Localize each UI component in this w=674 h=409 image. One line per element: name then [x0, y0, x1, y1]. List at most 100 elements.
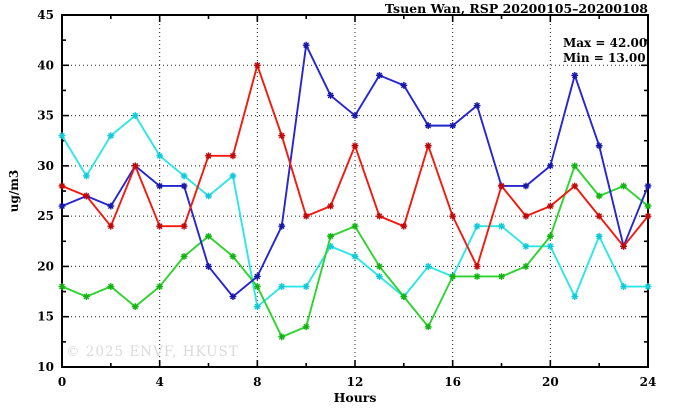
marker-blue [107, 202, 115, 210]
y-tick-label: 25 [37, 209, 54, 223]
marker-red [156, 222, 164, 230]
marker-cyan [595, 232, 603, 240]
marker-blue [327, 92, 334, 99]
marker-cyan [131, 112, 139, 119]
marker-red [498, 182, 505, 190]
marker-red [620, 242, 627, 250]
marker-blue [156, 182, 164, 190]
marker-blue [278, 222, 286, 230]
marker-cyan [473, 222, 481, 230]
marker-red [449, 212, 457, 220]
marker-green [180, 252, 188, 260]
marker-blue [229, 293, 237, 300]
marker-cyan [546, 242, 554, 250]
marker-cyan [376, 273, 383, 280]
marker-red [473, 263, 481, 270]
marker-cyan [644, 283, 652, 290]
marker-cyan [58, 132, 66, 140]
marker-red [522, 212, 530, 220]
chart-title: Tsuen Wan, RSP 20200105–20200108 [384, 1, 648, 16]
marker-blue [400, 82, 408, 89]
marker-green [473, 273, 481, 280]
marker-blue [376, 71, 383, 79]
marker-green [424, 323, 432, 331]
marker-red [327, 202, 334, 210]
marker-green [449, 273, 457, 280]
marker-cyan [351, 252, 359, 260]
x-tick-label: 16 [444, 375, 461, 389]
min-value-label: Min = 13.00 [563, 51, 646, 65]
plot-border [61, 14, 649, 368]
x-tick-label: 4 [155, 375, 163, 389]
max-min-annotation: Max = 42.00 Min = 13.00 [563, 36, 647, 66]
marker-cyan [107, 132, 115, 140]
marker-green [107, 283, 115, 290]
marker-red [302, 212, 310, 220]
marker-blue [180, 182, 188, 190]
marker-blue [571, 71, 579, 79]
y-tick-label: 40 [37, 58, 54, 72]
marker-cyan [156, 152, 164, 160]
marker-blue [644, 182, 652, 190]
marker-red [644, 212, 652, 220]
marker-red [107, 222, 115, 230]
marker-green [156, 283, 164, 290]
marker-red [351, 142, 359, 150]
marker-cyan [229, 172, 237, 180]
marker-red [424, 142, 432, 150]
marker-cyan [180, 172, 188, 180]
marker-red [180, 222, 188, 230]
y-tick-label: 35 [37, 109, 54, 123]
x-tick-label: 24 [640, 375, 657, 389]
marker-cyan [83, 172, 90, 180]
marker-cyan [620, 283, 627, 290]
marker-green [498, 273, 505, 280]
marker-cyan [278, 283, 286, 290]
marker-cyan [205, 192, 212, 200]
x-tick-label: 20 [542, 375, 559, 389]
marker-green [546, 232, 554, 240]
marker-green [400, 293, 408, 300]
marker-red [595, 212, 603, 220]
marker-blue [424, 122, 432, 130]
y-axis-label: ug/m3 [7, 169, 21, 213]
marker-red [253, 61, 261, 69]
marker-blue [58, 202, 66, 210]
x-tick-label: 0 [58, 375, 66, 389]
marker-green [595, 192, 603, 200]
marker-red [546, 202, 554, 210]
marker-blue [595, 142, 603, 150]
marker-blue [546, 162, 554, 170]
marker-green [351, 222, 359, 230]
marker-blue [302, 41, 310, 49]
marker-cyan [253, 303, 261, 311]
marker-blue [205, 263, 212, 270]
marker-red [571, 182, 579, 190]
marker-red [400, 222, 408, 230]
marker-cyan [522, 242, 530, 250]
marker-green [644, 202, 652, 210]
marker-red [83, 192, 90, 200]
marker-cyan [302, 283, 310, 290]
marker-red [58, 182, 66, 190]
x-axis-label: Hours [333, 390, 377, 405]
y-tick-label: 45 [37, 8, 54, 22]
marker-green [376, 263, 383, 270]
marker-green [278, 333, 286, 341]
y-tick-label: 30 [37, 159, 54, 173]
marker-red [278, 132, 286, 140]
x-tick-label: 12 [347, 375, 364, 389]
marker-cyan [327, 242, 334, 250]
marker-green [571, 162, 579, 170]
marker-red [131, 162, 139, 170]
marker-red [229, 152, 237, 160]
marker-red [376, 212, 383, 220]
marker-green [327, 232, 334, 240]
marker-green [522, 263, 530, 270]
marker-blue [253, 273, 261, 280]
marker-green [83, 293, 90, 300]
x-tick-label: 8 [253, 375, 261, 389]
marker-green [302, 323, 310, 331]
